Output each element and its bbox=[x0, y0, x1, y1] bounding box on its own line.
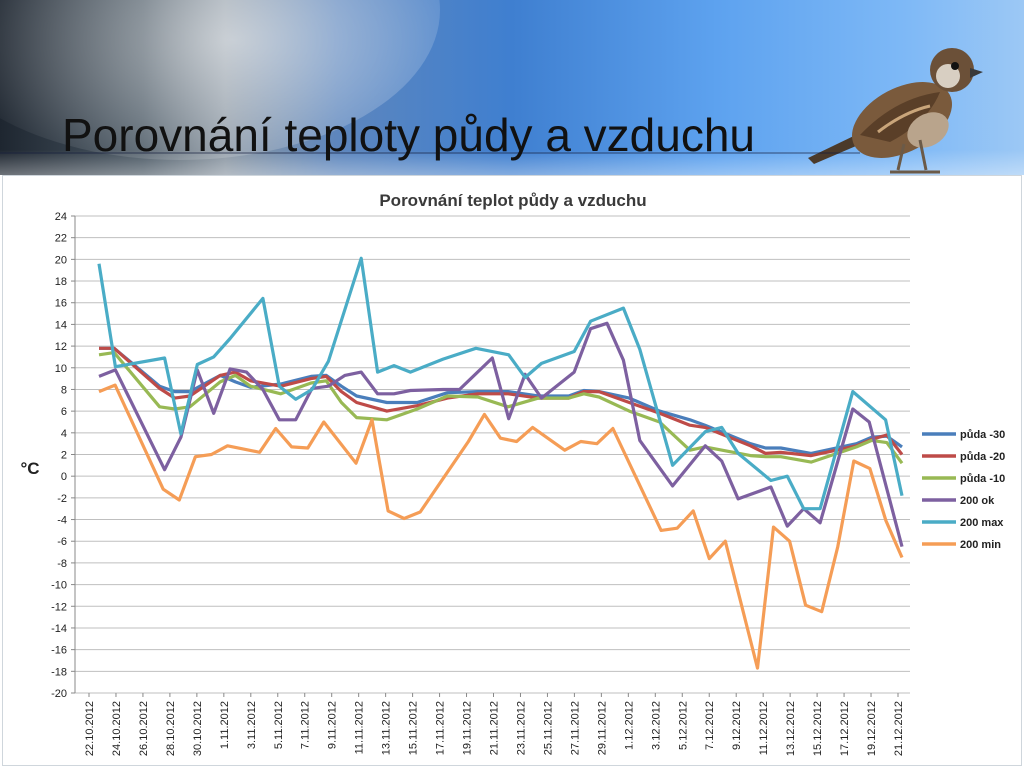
y-tick-label: 22 bbox=[55, 233, 67, 245]
x-tick-label: 28.10.2012 bbox=[165, 701, 177, 756]
x-tick-label: 11.12.2012 bbox=[758, 701, 770, 755]
x-tick-label: 9.12.2012 bbox=[731, 701, 743, 750]
x-tick-label: 3.12.2012 bbox=[650, 701, 662, 750]
x-tick-label: 25.11.2012 bbox=[542, 701, 554, 755]
x-tick-label: 17.11.2012 bbox=[435, 701, 447, 755]
x-tick-label: 21.11.2012 bbox=[489, 701, 501, 755]
x-tick-label: 15.12.2012 bbox=[812, 701, 824, 756]
y-tick-label: 14 bbox=[55, 319, 67, 331]
chart-title: Porovnání teplot půdy a vzduchu bbox=[379, 191, 646, 210]
legend-label: 200 max bbox=[960, 517, 1004, 529]
x-tick-label: 11.11.2012 bbox=[354, 701, 366, 754]
y-tick-label: 24 bbox=[55, 211, 67, 223]
legend-label: 200 min bbox=[960, 539, 1001, 551]
x-tick-label: 24.10.2012 bbox=[111, 701, 123, 756]
chart-frame: 24 22 20 18 16 14 12 10 8 6 4 2 0 -2 -4 -6 -8 -10 -12 -14 -1… bbox=[2, 175, 1022, 766]
slide-header bbox=[0, 0, 1024, 175]
x-tick-label: 3.11.2012 bbox=[246, 701, 258, 749]
x-tick-label: 1.11.2012 bbox=[219, 701, 231, 749]
x-tick-label: 30.10.2012 bbox=[192, 701, 204, 756]
y-axis-label: °C bbox=[20, 459, 39, 478]
x-tick-label: 15.11.2012 bbox=[408, 701, 420, 755]
x-tick-label: 17.12.2012 bbox=[839, 701, 851, 756]
series-lines bbox=[97, 256, 904, 670]
y-tick-label: 0 bbox=[61, 471, 67, 483]
legend: půda -30 půda -20 půda -10 200 ok 200 max 200… bbox=[922, 429, 1005, 551]
y-tick-label: 6 bbox=[61, 406, 67, 418]
x-tick-label: 7.11.2012 bbox=[300, 701, 312, 749]
x-tick-label: 1.12.2012 bbox=[623, 701, 635, 750]
x-tick-labels: 22.10.2012 24.10.2012 26.10.2012 28.10.2012… bbox=[84, 701, 905, 756]
y-tick-label: -20 bbox=[51, 688, 67, 700]
legend-label: půda -10 bbox=[960, 473, 1005, 485]
x-tick-label: 22.10.2012 bbox=[84, 701, 96, 756]
header-band bbox=[0, 150, 1024, 175]
x-tick-label: 29.11.2012 bbox=[596, 701, 608, 755]
x-tick-label: 5.12.2012 bbox=[677, 701, 689, 750]
y-tick-label: -18 bbox=[51, 666, 67, 678]
legend-label: půda -20 bbox=[960, 451, 1005, 463]
x-tick-label: 9.11.2012 bbox=[327, 701, 339, 749]
series-line-5 bbox=[98, 383, 904, 670]
y-tick-label: 16 bbox=[55, 298, 67, 310]
y-tick-label: 10 bbox=[55, 363, 67, 375]
title-underline bbox=[0, 152, 860, 154]
legend-label: půda -30 bbox=[960, 429, 1005, 441]
y-tick-label: -16 bbox=[51, 645, 67, 657]
x-tick-label: 13.11.2012 bbox=[381, 701, 393, 755]
y-tick-label: -10 bbox=[51, 580, 67, 592]
x-tick-label: 19.12.2012 bbox=[866, 701, 878, 756]
y-tick-label: 8 bbox=[61, 384, 67, 396]
legend-label: 200 ok bbox=[960, 495, 995, 507]
y-tick-label: 2 bbox=[61, 450, 67, 462]
x-tick-label: 27.11.2012 bbox=[569, 701, 581, 755]
y-tick-label: 12 bbox=[55, 341, 67, 353]
slide-title: Porovnání teploty půdy a vzduchu bbox=[62, 109, 756, 161]
series-line-4 bbox=[97, 256, 904, 511]
y-tick-label: -6 bbox=[57, 536, 67, 548]
y-tick-label: 4 bbox=[61, 428, 67, 440]
x-tick-label: 26.10.2012 bbox=[138, 701, 150, 756]
x-tick-label: 7.12.2012 bbox=[704, 701, 716, 750]
series-line-3 bbox=[98, 321, 904, 548]
y-tick-label: -4 bbox=[57, 515, 67, 527]
x-tick-label: 13.12.2012 bbox=[785, 701, 797, 756]
y-tick-label: -12 bbox=[51, 601, 67, 613]
sparrow-icon bbox=[808, 48, 983, 174]
x-tick-label: 5.11.2012 bbox=[273, 701, 285, 749]
y-tick-label: 20 bbox=[55, 254, 67, 266]
y-tick-label: 18 bbox=[55, 276, 67, 288]
y-tick-label: -14 bbox=[51, 623, 67, 635]
line-chart: 242220181614121086420-2-4-6-8-10-12-14-1… bbox=[20, 191, 1005, 756]
x-tick-label: 19.11.2012 bbox=[462, 701, 474, 755]
y-tick-labels: 242220181614121086420-2-4-6-8-10-12-14-1… bbox=[51, 211, 67, 700]
y-tick-label: -2 bbox=[57, 493, 67, 505]
x-tick-label: 21.12.2012 bbox=[893, 701, 905, 756]
x-tick-label: 23.11.2012 bbox=[515, 701, 527, 755]
y-tick-label: -8 bbox=[57, 558, 67, 570]
